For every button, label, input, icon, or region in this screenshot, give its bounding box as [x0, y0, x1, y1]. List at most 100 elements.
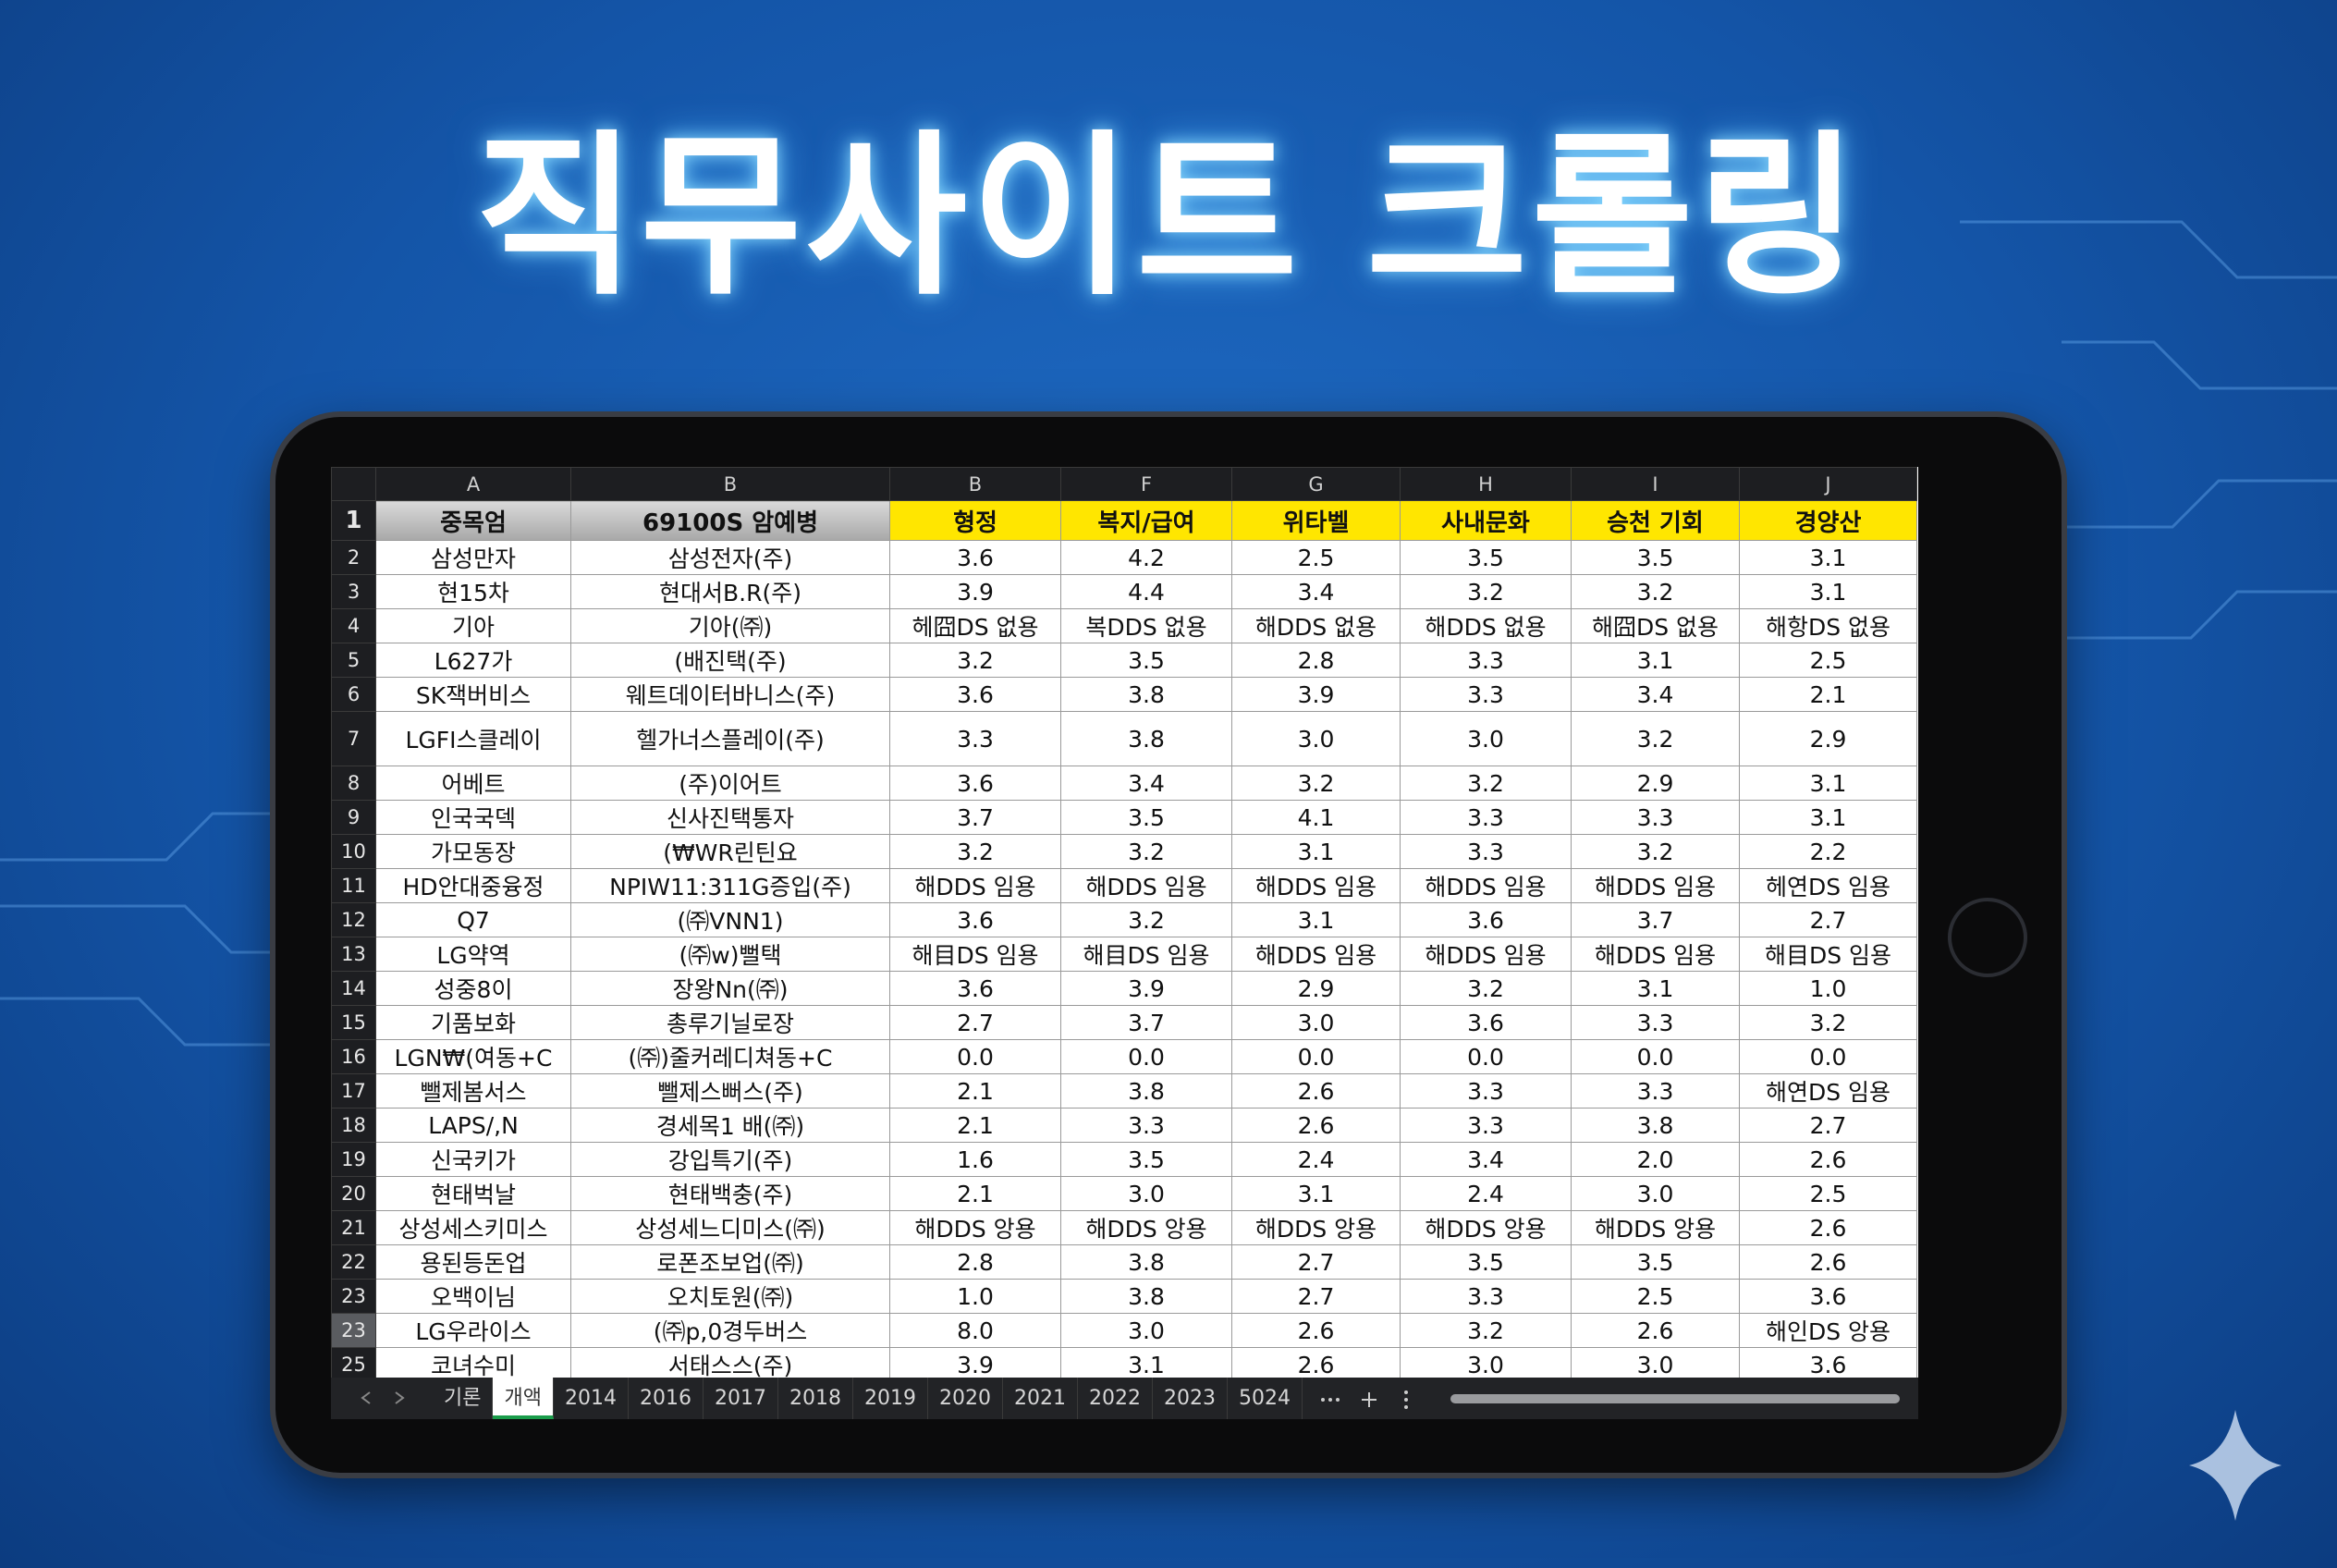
cell[interactable]: 현태벅날	[375, 1176, 571, 1211]
cell[interactable]: 상성세스키미스	[375, 1210, 571, 1245]
cell[interactable]: L627가	[375, 643, 571, 678]
cell[interactable]: 2.5	[1571, 1279, 1740, 1314]
cell[interactable]: 0.0	[889, 1039, 1061, 1074]
cell[interactable]: 해DDS 앙용	[1231, 1210, 1401, 1245]
cell[interactable]: 2.6	[1739, 1244, 1917, 1280]
cell[interactable]: 해DDS 앙용	[1400, 1210, 1572, 1245]
cell[interactable]: 4.1	[1231, 800, 1401, 835]
cell[interactable]: 3.3	[1060, 1108, 1232, 1143]
cell[interactable]: 2.9	[1571, 766, 1740, 801]
cell[interactable]: (㈜w)뻘택	[570, 937, 890, 972]
cell[interactable]: 총루기닐로장	[570, 1005, 890, 1040]
cell[interactable]: 1.0	[1739, 971, 1917, 1006]
cell[interactable]: 3.7	[1060, 1005, 1232, 1040]
cell[interactable]: 3.2	[889, 834, 1061, 869]
cell[interactable]: 해DDS 임용	[1060, 868, 1232, 903]
select-all-corner[interactable]	[331, 467, 376, 501]
cell[interactable]: 3.5	[1571, 1244, 1740, 1280]
row-number[interactable]: 8	[331, 766, 376, 801]
cell[interactable]: 웨트데이터바니스(주)	[570, 677, 890, 712]
cell[interactable]: 현대서B.R(주)	[570, 574, 890, 609]
cell[interactable]: 2.6	[1231, 1347, 1401, 1378]
cell[interactable]: 해DDS 앙용	[1571, 1210, 1740, 1245]
cell[interactable]: 해DDS 임용	[1571, 937, 1740, 972]
cell[interactable]: 해目DS 임용	[1739, 937, 1917, 972]
cell[interactable]: 해DDS 없용	[1231, 608, 1401, 643]
cell[interactable]: 2.4	[1231, 1142, 1401, 1177]
cell[interactable]: 3.0	[1400, 711, 1572, 766]
row-number[interactable]: 9	[331, 800, 376, 835]
cell[interactable]: 코녀수미	[375, 1347, 571, 1378]
cell[interactable]: 헬가너스플레이(주)	[570, 711, 890, 766]
cell[interactable]: 3.1	[1060, 1347, 1232, 1378]
sheet-tab[interactable]: 개액	[493, 1378, 554, 1419]
cell[interactable]: 3.8	[1060, 1279, 1232, 1314]
row-number[interactable]: 17	[331, 1073, 376, 1109]
cell[interactable]: 3.1	[1231, 1176, 1401, 1211]
cell[interactable]: 2.6	[1231, 1108, 1401, 1143]
cell[interactable]: 3.0	[1571, 1176, 1740, 1211]
cell[interactable]: 2.5	[1739, 1176, 1917, 1211]
cell[interactable]: 3.8	[1060, 1244, 1232, 1280]
cell[interactable]: (㈜p,0경두버스	[570, 1313, 890, 1348]
cell[interactable]: 3.5	[1400, 1244, 1572, 1280]
cell[interactable]: 3.6	[1400, 1005, 1572, 1040]
sheet-tab[interactable]: 2014	[554, 1378, 629, 1419]
cell[interactable]: 2.7	[1231, 1244, 1401, 1280]
cell[interactable]: (배진택(주)	[570, 643, 890, 678]
cell[interactable]: 3.9	[1060, 971, 1232, 1006]
cell[interactable]: 해DDS 임용	[889, 868, 1061, 903]
cell[interactable]: 1.6	[889, 1142, 1061, 1177]
sheet-tab[interactable]: 2019	[853, 1378, 928, 1419]
sheet-tab[interactable]: 기론	[433, 1378, 494, 1419]
cell[interactable]: 3.8	[1060, 1073, 1232, 1109]
sheet-tab[interactable]: 5024	[1228, 1378, 1303, 1419]
cell[interactable]: 3.6	[1400, 902, 1572, 937]
row-number[interactable]: 5	[331, 643, 376, 678]
cell[interactable]: 3.9	[889, 574, 1061, 609]
header-cell[interactable]: 승천 기회	[1571, 500, 1740, 541]
cell[interactable]: 3.2	[1739, 1005, 1917, 1040]
cell[interactable]: 해目DS 임용	[1060, 937, 1232, 972]
cell[interactable]: NPIW11:311G증입(주)	[570, 868, 890, 903]
cell[interactable]: 3.0	[1060, 1176, 1232, 1211]
cell[interactable]: 4.2	[1060, 540, 1232, 575]
cell[interactable]: 3.1	[1739, 574, 1917, 609]
cell[interactable]: 2.1	[889, 1176, 1061, 1211]
cell[interactable]: 장왕Nn(㈜)	[570, 971, 890, 1006]
column-letter[interactable]: H	[1400, 467, 1572, 501]
cell[interactable]: 로폰조보업(㈜)	[570, 1244, 890, 1280]
cell[interactable]: 3.1	[1739, 540, 1917, 575]
cell[interactable]: 해인DS 앙용	[1739, 1313, 1917, 1348]
cell[interactable]: 해DDS 임용	[1400, 868, 1572, 903]
sheet-tab[interactable]: 2017	[704, 1378, 778, 1419]
header-cell[interactable]: 위타벨	[1231, 500, 1401, 541]
row-number[interactable]: 20	[331, 1176, 376, 1211]
row-number[interactable]: 14	[331, 971, 376, 1006]
cell[interactable]: 3.8	[1060, 711, 1232, 766]
cell[interactable]: 4.4	[1060, 574, 1232, 609]
cell[interactable]: 해DDS 앙용	[889, 1210, 1061, 1245]
cell[interactable]: 0.0	[1231, 1039, 1401, 1074]
row-number[interactable]: 21	[331, 1210, 376, 1245]
cell[interactable]: 0.0	[1400, 1039, 1572, 1074]
cell[interactable]: 3.3	[1400, 800, 1572, 835]
cell[interactable]: 3.6	[889, 902, 1061, 937]
cell[interactable]: 2.9	[1231, 971, 1401, 1006]
cell[interactable]: 3.2	[1571, 834, 1740, 869]
cell[interactable]: (㈜)줄커레디쳐동+C	[570, 1039, 890, 1074]
cell[interactable]: 3.5	[1571, 540, 1740, 575]
cell[interactable]: 강입특기(주)	[570, 1142, 890, 1177]
cell[interactable]: 3.0	[1231, 711, 1401, 766]
cell[interactable]: 3.2	[1231, 766, 1401, 801]
cell[interactable]: 3.2	[1400, 574, 1572, 609]
cell[interactable]: 3.3	[889, 711, 1061, 766]
cell[interactable]: 0.0	[1060, 1039, 1232, 1074]
cell[interactable]: 3.6	[889, 971, 1061, 1006]
cell[interactable]: 2.6	[1231, 1313, 1401, 1348]
cell[interactable]: 3.3	[1400, 834, 1572, 869]
cell[interactable]: 헤囧DS 없용	[889, 608, 1061, 643]
cell[interactable]: 3.8	[1571, 1108, 1740, 1143]
cell[interactable]: 3.3	[1400, 643, 1572, 678]
cell[interactable]: 3.4	[1231, 574, 1401, 609]
